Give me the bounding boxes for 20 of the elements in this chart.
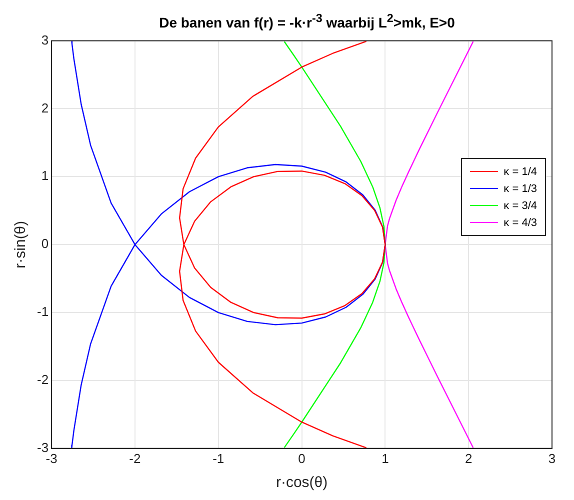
y-tick-label: 0 [41, 236, 49, 252]
x-axis-title: r·cos(θ) [276, 474, 328, 492]
y-axis-title: r·sin(θ) [12, 220, 30, 268]
legend-label: κ = 1/3 [504, 182, 537, 194]
y-tick-label: -2 [36, 372, 49, 388]
y-tick-label: -1 [36, 304, 49, 320]
y-tick-label: 1 [41, 168, 49, 184]
x-tick-label: 3 [548, 450, 556, 466]
chart-title: De banen van f(r) = -k·r$^{-3}$ waarbij L$^{2}$>mk, E>0 [158, 11, 456, 31]
legend-label: κ = 4/3 [504, 216, 537, 228]
y-tick-label: 3 [41, 32, 49, 48]
legend-label: κ = 1/4 [504, 166, 537, 178]
y-tick-label: 2 [41, 100, 49, 116]
x-tick-label: 2 [464, 450, 472, 466]
legend-label: κ = 3/4 [504, 200, 537, 212]
x-tick-label: -2 [129, 450, 141, 466]
x-tick-label: 0 [298, 450, 306, 466]
x-tick-label: 1 [382, 450, 389, 466]
x-tick-label: -1 [212, 450, 224, 466]
y-tick-label: -3 [36, 440, 49, 455]
